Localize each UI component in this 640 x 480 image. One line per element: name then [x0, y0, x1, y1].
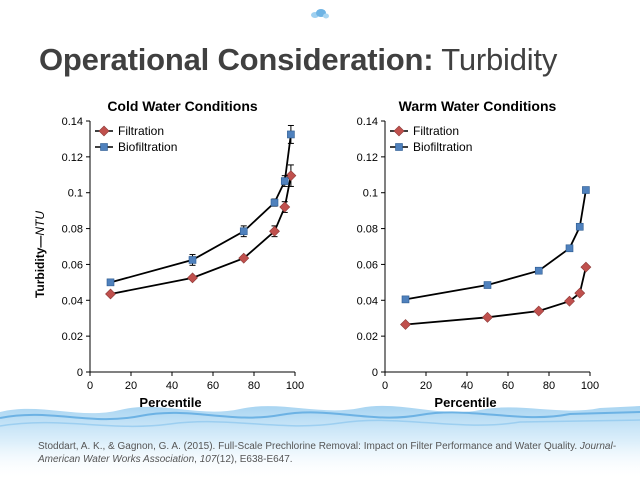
y-tick-label: 0.08	[357, 224, 378, 236]
water-wave-decoration	[0, 405, 640, 480]
data-point-filtration	[105, 288, 116, 300]
data-point-filtration	[482, 311, 493, 323]
water-drop-icon	[311, 9, 329, 19]
data-point-filtration	[238, 252, 250, 264]
data-point-filtration	[98, 125, 110, 137]
y-tick-label: 0.1	[363, 188, 378, 200]
y-axis-label: Turbidity—NTU	[33, 211, 47, 298]
citation-issue-pages: (12), E638-E647.	[216, 454, 293, 465]
data-point-filtration	[400, 319, 411, 330]
y-tick-label: 0.14	[62, 116, 83, 128]
data-point-filtration	[533, 305, 545, 317]
data-point-filtration	[393, 125, 405, 137]
citation-authors: Stoddart, A. K., & Gagnon, G. A. (2015).…	[38, 441, 578, 452]
y-tick-label: 0.08	[62, 224, 83, 236]
y-tick-label: 0.06	[357, 259, 378, 271]
data-point-biofiltration	[582, 186, 590, 194]
x-tick-label: 60	[502, 380, 514, 392]
citation-journal: Journal-American Water Works Association	[38, 441, 617, 465]
x-tick-label: 40	[461, 380, 473, 392]
citation-volume: 107	[199, 454, 217, 465]
x-tick-label: 0	[382, 380, 388, 392]
data-point-biofiltration	[401, 295, 410, 304]
y-tick-label: 0.1	[68, 188, 83, 200]
title-bold: Operational Consideration:	[39, 42, 434, 77]
data-point-filtration	[580, 261, 592, 273]
data-point-filtration	[279, 201, 291, 213]
y-tick-label: 0	[77, 367, 83, 379]
data-point-biofiltration	[287, 130, 295, 139]
y-tick-label: 0.02	[62, 331, 83, 343]
legend-label-biofiltration: Biofiltration	[118, 140, 177, 154]
citation: Stoddart, A. K., & Gagnon, G. A. (2015).…	[38, 441, 617, 465]
page-title: Operational Consideration: Turbidity	[39, 42, 557, 78]
chart-title: Warm Water Conditions	[399, 98, 557, 114]
y-tick-label: 0.06	[62, 259, 83, 271]
data-point-biofiltration	[483, 281, 492, 289]
x-tick-label: 100	[286, 380, 304, 392]
series-line-filtration	[405, 266, 587, 326]
y-tick-label: 0	[372, 367, 378, 379]
x-tick-label: 20	[420, 380, 432, 392]
y-tick-label: 0.12	[62, 152, 83, 164]
data-point-biofiltration	[106, 278, 115, 287]
y-tick-label: 0.12	[357, 152, 378, 164]
data-point-filtration	[574, 287, 586, 299]
chart-cold-water: Cold Water Conditions 0 0.02 0.04 0.06 0.08 0.…	[33, 98, 304, 410]
series-line-filtration	[110, 175, 292, 295]
series-line-biofiltration	[405, 189, 587, 301]
data-point-biofiltration	[188, 256, 197, 264]
y-tick-label: 0.14	[357, 116, 378, 128]
x-tick-label: 20	[125, 380, 137, 392]
data-point-biofiltration	[280, 177, 289, 185]
data-point-filtration	[269, 225, 280, 237]
x-tick-label: 80	[543, 380, 555, 392]
legend-label-filtration: Filtration	[118, 124, 164, 138]
x-tick-label: 60	[207, 380, 219, 392]
y-tick-label: 0.02	[357, 331, 378, 343]
legend-label-biofiltration: Biofiltration	[413, 140, 472, 154]
data-point-biofiltration	[565, 244, 574, 253]
x-axis-label: Percentile	[139, 395, 201, 410]
title-normal: Turbidity	[441, 42, 558, 77]
data-point-biofiltration	[534, 266, 543, 275]
data-point-biofiltration	[575, 222, 584, 231]
legend-label-filtration: Filtration	[413, 124, 459, 138]
data-point-biofiltration	[100, 143, 108, 151]
x-tick-label: 0	[87, 380, 93, 392]
data-point-biofiltration	[270, 198, 279, 207]
data-point-biofiltration	[395, 143, 403, 151]
series-line-biofiltration	[110, 134, 292, 284]
y-tick-label: 0.04	[62, 295, 83, 307]
x-axis-label: Percentile	[434, 395, 496, 410]
chart-title: Cold Water Conditions	[107, 98, 258, 114]
x-tick-label: 40	[166, 380, 178, 392]
x-tick-label: 80	[248, 380, 260, 392]
y-tick-label: 0.04	[357, 295, 378, 307]
data-point-biofiltration	[239, 227, 248, 236]
data-point-filtration	[564, 295, 575, 307]
x-tick-label: 100	[581, 380, 599, 392]
chart-warm-water: Warm Water Conditions 0 0.02 0.04 0.06 0.08 0.…	[357, 98, 600, 410]
data-point-filtration	[187, 272, 198, 284]
